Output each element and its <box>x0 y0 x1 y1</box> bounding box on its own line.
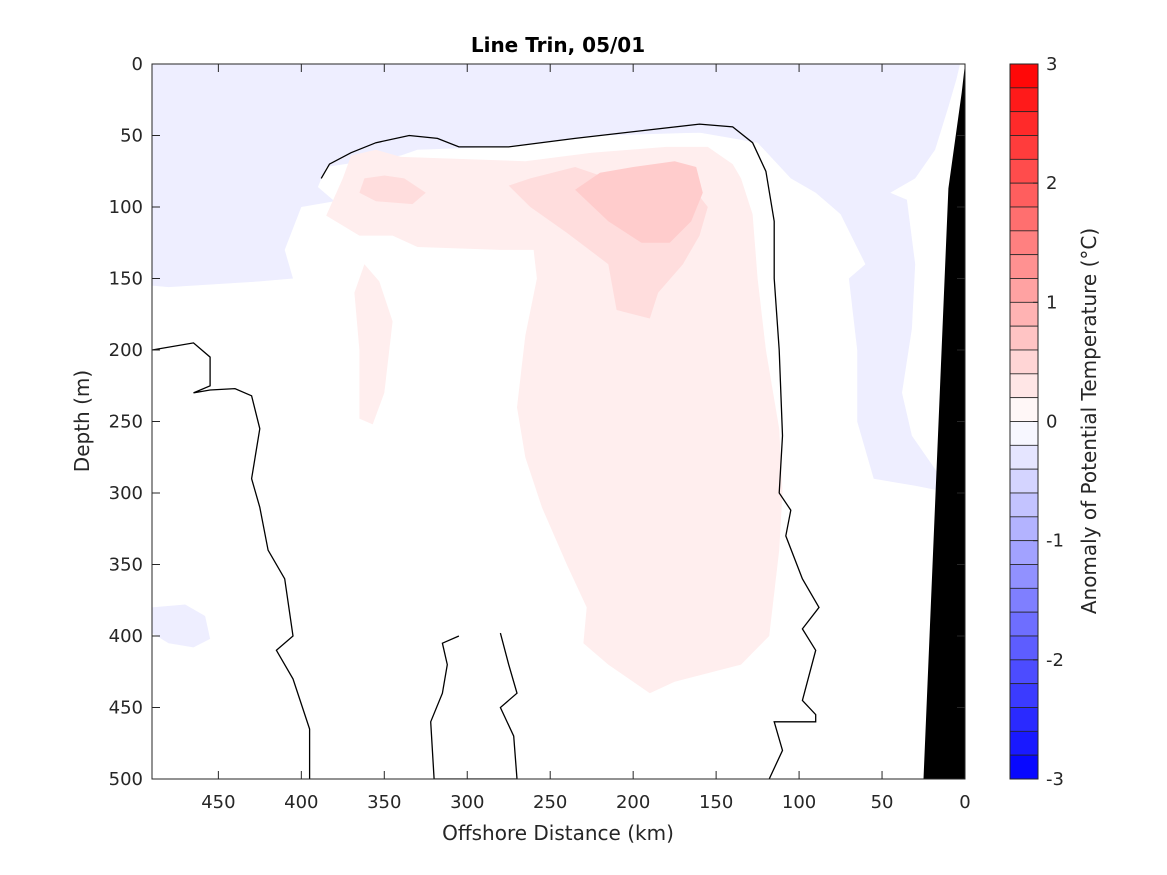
colorbar-segment <box>1009 63 1039 89</box>
colorbar-tick-label: 0 <box>1046 412 1057 433</box>
x-tick-label: 50 <box>871 792 894 813</box>
colorbar-segment <box>1009 87 1039 113</box>
colorbar-tick-label: -1 <box>1046 531 1064 552</box>
colorbar-segment <box>1009 564 1039 589</box>
x-tick-label: 350 <box>367 792 401 813</box>
colorbar-segment <box>1009 397 1039 422</box>
contour-region <box>152 64 960 493</box>
colorbar-segment <box>1009 278 1039 303</box>
colorbar-segment <box>1009 683 1039 708</box>
colorbar-segment <box>1009 444 1039 470</box>
y-axis-ticks: 0 50 100 150 200 250 300 350 400 450 500 <box>109 54 965 790</box>
y-tick-label: 0 <box>132 54 143 75</box>
colorbar-segment <box>1009 635 1039 661</box>
colorbar-segment <box>1009 349 1039 375</box>
colorbar-segment <box>1009 540 1039 565</box>
colorbar-tick-label: -3 <box>1046 769 1064 790</box>
colorbar-tick-label: 3 <box>1046 54 1057 75</box>
colorbar-tick-label: -2 <box>1046 650 1064 671</box>
contour-region <box>354 264 393 425</box>
colorbar-segment <box>1009 373 1039 399</box>
colorbar-ticks: 3 2 1 0 -1 -2 -3 <box>1033 54 1064 790</box>
colorbar-tick-label: 2 <box>1046 173 1057 194</box>
y-tick-label: 350 <box>109 555 143 576</box>
colorbar-segment <box>1009 730 1039 756</box>
colorbar-segment <box>1009 206 1039 232</box>
colorbar-segment <box>1009 111 1039 136</box>
x-tick-label: 100 <box>782 792 816 813</box>
contour-fills <box>152 64 960 694</box>
contour-region <box>326 146 783 694</box>
colorbar-tick-label: 1 <box>1046 292 1057 313</box>
y-tick-label: 400 <box>109 626 143 647</box>
x-tick-label: 300 <box>450 792 484 813</box>
colorbar-label: Anomaly of Potential Temperature (°C) <box>1077 228 1101 614</box>
colorbar-segment <box>1009 421 1039 446</box>
zero-contour-line <box>152 342 311 779</box>
contour-region <box>575 161 703 243</box>
x-tick-label: 400 <box>284 792 318 813</box>
colorbar-segment <box>1009 158 1039 184</box>
land-shape <box>923 64 965 779</box>
colorbar-segment <box>1009 492 1039 518</box>
x-tick-label: 200 <box>616 792 650 813</box>
y-tick-label: 150 <box>109 269 143 290</box>
y-tick-label: 50 <box>120 126 143 147</box>
colorbar-segment <box>1009 516 1039 542</box>
x-axis-label: Offshore Distance (km) <box>442 821 674 845</box>
colorbar-segment <box>1009 707 1039 732</box>
chart-title: Line Trin, 05/01 <box>471 33 645 57</box>
y-tick-label: 450 <box>109 698 143 719</box>
colorbar-segment <box>1009 254 1039 279</box>
zero-contour-lines <box>152 123 820 779</box>
zero-contour-line <box>320 123 820 779</box>
y-tick-label: 500 <box>109 769 143 790</box>
contour-region <box>359 175 426 205</box>
y-axis-label: Depth (m) <box>70 370 94 472</box>
y-tick-label: 250 <box>109 412 143 433</box>
x-tick-label: 0 <box>959 792 970 813</box>
x-axis-ticks: 450 400 350 300 250 200 150 100 50 0 <box>201 64 971 813</box>
x-tick-label: 450 <box>201 792 235 813</box>
colorbar-segment <box>1009 135 1039 160</box>
colorbar-segment <box>1009 230 1039 256</box>
x-tick-label: 150 <box>699 792 733 813</box>
colorbar <box>1009 63 1039 780</box>
colorbar-segment <box>1009 754 1039 780</box>
contour-plot <box>152 64 965 779</box>
zero-contour-line <box>430 632 518 779</box>
colorbar-segment <box>1009 611 1039 637</box>
x-tick-label: 250 <box>533 792 567 813</box>
colorbar-segment <box>1009 468 1039 494</box>
y-tick-label: 100 <box>109 197 143 218</box>
land-mask <box>923 64 965 779</box>
contour-region <box>152 604 211 648</box>
colorbar-segment <box>1009 659 1039 685</box>
colorbar-segment <box>1009 325 1039 351</box>
y-tick-label: 300 <box>109 483 143 504</box>
y-tick-label: 200 <box>109 340 143 361</box>
colorbar-segment <box>1009 182 1039 208</box>
colorbar-segment <box>1009 301 1039 327</box>
colorbar-segment <box>1009 587 1039 613</box>
